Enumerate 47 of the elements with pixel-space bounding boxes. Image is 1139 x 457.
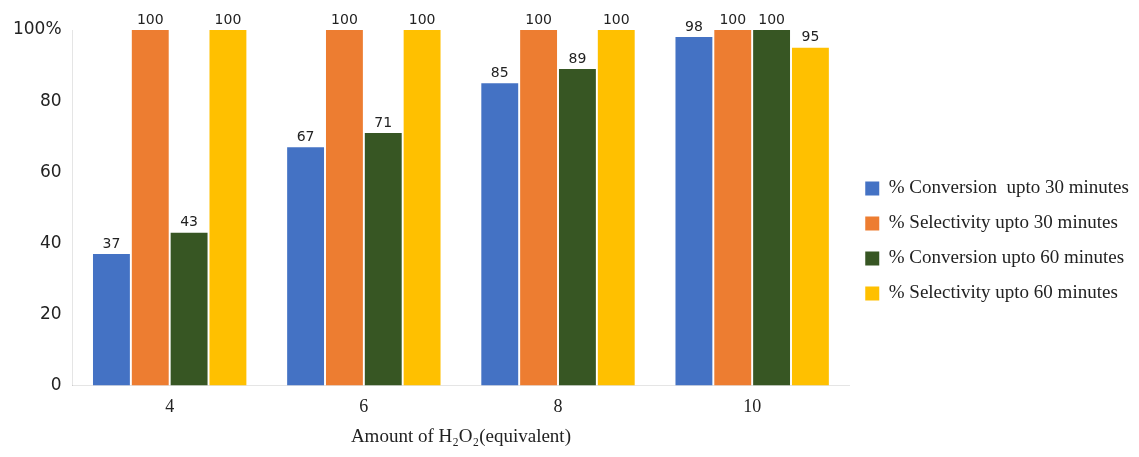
- data-label: 67: [296, 127, 315, 144]
- legend-label: % Selectivity upto 60 minutes: [888, 281, 1118, 303]
- bar: [92, 254, 130, 386]
- data-label: 100: [214, 10, 242, 27]
- bar: [325, 30, 363, 386]
- data-label: 43: [180, 213, 199, 230]
- data-label: 100: [525, 10, 552, 27]
- bar: [753, 30, 791, 386]
- bar: [403, 30, 441, 386]
- bar: [520, 30, 558, 386]
- bar: [481, 83, 519, 386]
- data-label: 100: [758, 10, 785, 27]
- bar: [558, 69, 596, 386]
- bar: [131, 30, 169, 386]
- bar: [170, 232, 208, 386]
- legend-label: % Conversion upto 60 minutes: [888, 246, 1125, 268]
- data-label: 85: [490, 63, 509, 80]
- bar: [287, 147, 325, 386]
- y-tick-label: 100%: [12, 18, 62, 39]
- data-label: 100: [719, 10, 747, 27]
- y-tick-label: 20: [39, 302, 62, 323]
- x-tick-label: 10: [743, 396, 762, 417]
- data-label: 71: [374, 113, 393, 130]
- data-label: 100: [331, 10, 358, 27]
- data-label: 100: [408, 10, 436, 27]
- data-label: 37: [102, 234, 121, 251]
- bar: [791, 47, 829, 386]
- bar: [364, 133, 402, 386]
- bar: [714, 30, 752, 386]
- legend-label: % Conversion upto 30 minutes: [888, 176, 1129, 198]
- bar: [209, 30, 247, 386]
- data-label: 89: [568, 49, 587, 66]
- legend-label: % Selectivity upto 30 minutes: [888, 211, 1118, 233]
- y-tick-label: 0: [50, 374, 62, 395]
- bar: [675, 37, 713, 386]
- data-label: 100: [602, 10, 630, 27]
- data-label: 100: [136, 10, 164, 27]
- x-tick-label: 4: [165, 396, 175, 417]
- y-tick-label: 40: [39, 231, 62, 252]
- data-label: 95: [801, 28, 820, 45]
- y-tick-label: 60: [39, 160, 62, 181]
- bar: [597, 30, 635, 386]
- data-label: 98: [685, 17, 703, 34]
- x-axis-title: Amount of H₂O₂(equivalent): [350, 424, 571, 447]
- x-tick-label: 6: [359, 396, 369, 417]
- x-tick-label: 8: [553, 396, 563, 417]
- y-tick-label: 80: [39, 89, 62, 110]
